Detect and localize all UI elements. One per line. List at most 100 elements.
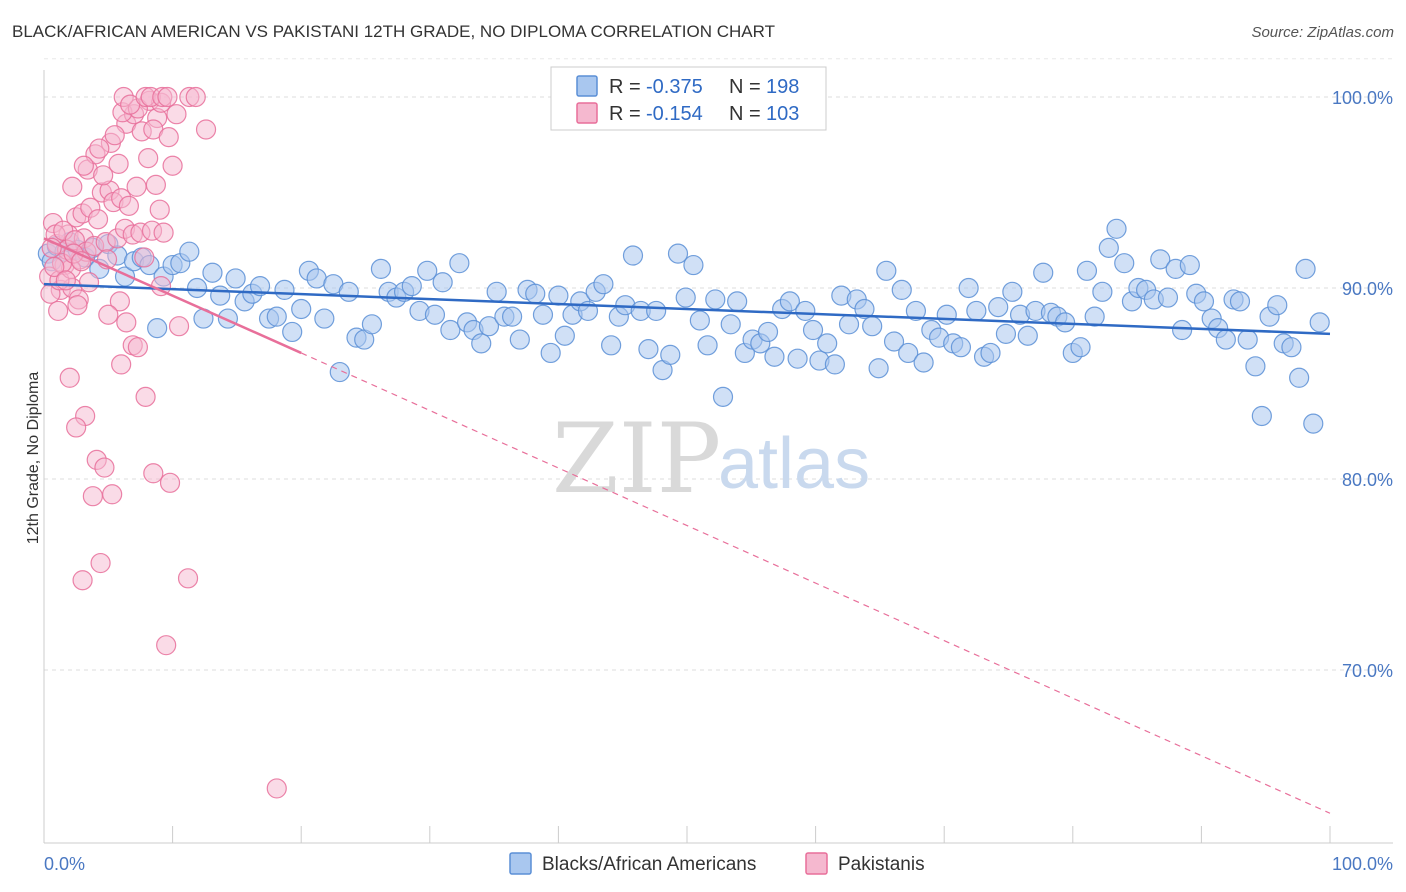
- gridlines: [44, 58, 1393, 671]
- blacks-point-36: [314, 308, 335, 329]
- blacks-point-32: [282, 321, 303, 343]
- blacks-point-138: [1084, 306, 1105, 327]
- pakistanis-point-94: [266, 778, 287, 799]
- blacks-point-153: [1193, 291, 1215, 312]
- legend-r-value-blue: -0.375: [646, 76, 703, 98]
- blacks-point-72: [593, 274, 614, 295]
- pakistanis-point-92: [72, 570, 93, 591]
- blacks-point-120: [950, 337, 972, 358]
- blacks-point-103: [824, 354, 845, 375]
- pakistanis-point-52: [89, 138, 110, 159]
- blacks-point-95: [764, 346, 785, 367]
- pakistanis-point-88: [82, 486, 103, 507]
- legend-swatch-pink: [576, 102, 598, 124]
- blacks-point-73: [601, 335, 622, 356]
- blacks-point-109: [868, 358, 889, 379]
- legend-r-value-pink: -0.154: [646, 103, 703, 125]
- blacks-point-23: [210, 285, 231, 306]
- pakistanis-point-85: [168, 316, 190, 337]
- bottom-legend-swatch-blue: [509, 852, 532, 875]
- blacks-point-57: [478, 316, 500, 337]
- blacks-point-82: [667, 243, 689, 264]
- blacks-point-111: [883, 331, 905, 352]
- blacks-point-33: [291, 298, 312, 320]
- pakistanis-point-89: [90, 552, 111, 574]
- legend-n-label-pink: N =: [729, 103, 761, 125]
- blacks-point-158: [1229, 291, 1251, 312]
- trend-lines: [43, 237, 1331, 814]
- series-pakistanis-points: [39, 86, 287, 799]
- y-axis-label: 12th Grade, No Diploma: [25, 372, 42, 545]
- blacks-point-150: [1172, 319, 1193, 341]
- blacks-point-63: [525, 283, 546, 304]
- blacks-point-94: [757, 321, 779, 343]
- pakistanis-point-65: [157, 86, 178, 108]
- blacks-point-151: [1179, 254, 1200, 276]
- pakistanis-point-90: [98, 304, 119, 325]
- blacks-point-64: [532, 304, 554, 325]
- watermark-zip: ZIP: [552, 403, 721, 515]
- blacks-point-85: [689, 310, 710, 331]
- blacks-point-20: [186, 277, 208, 299]
- pakistanis-point-81: [135, 386, 156, 407]
- pakistanis-point-82: [143, 463, 164, 484]
- pakistanis-point-32: [126, 176, 147, 197]
- blacks-point-136: [1070, 337, 1091, 358]
- blacks-point-142: [1114, 253, 1135, 274]
- blacks-point-53: [449, 253, 470, 274]
- legend-r-label-blue: R =: [609, 76, 641, 98]
- blacks-point-139: [1092, 281, 1113, 302]
- pakistanis-point-42: [93, 165, 114, 186]
- blacks-point-159: [1237, 329, 1258, 350]
- legend-n-value-pink: 103: [766, 103, 799, 125]
- blacks-point-35: [306, 268, 327, 289]
- blacks-point-50: [424, 304, 446, 325]
- blacks-point-163: [1267, 295, 1288, 316]
- pakistanis-point-76: [102, 484, 123, 505]
- blacks-point-126: [995, 323, 1017, 344]
- pakistanis-point-39: [153, 222, 174, 243]
- legend-n-label-blue: N =: [729, 76, 761, 98]
- pakistanis-point-87: [66, 417, 87, 438]
- blacks-point-131: [1033, 262, 1054, 283]
- series-legend: Blacks/African Americans Pakistanis: [509, 852, 925, 875]
- y-tick-label-3: 70.0%: [1342, 661, 1393, 681]
- y-tick-labels: 100.0% 90.0% 80.0% 70.0%: [1332, 88, 1393, 681]
- pakistanis-point-22: [87, 209, 109, 230]
- blacks-point-47: [401, 275, 422, 297]
- blacks-point-118: [936, 304, 957, 325]
- pakistanis-point-80: [127, 337, 148, 358]
- pakistanis-point-68: [195, 119, 217, 140]
- blacks-point-89: [720, 314, 741, 335]
- pakistanis-point-75: [94, 457, 115, 478]
- pakistanis-point-59: [166, 104, 187, 125]
- blacks-point-65: [540, 342, 561, 364]
- pakistanis-point-77: [109, 291, 130, 312]
- legend-n-value-blue: 198: [766, 76, 799, 98]
- blacks-point-90: [727, 291, 748, 312]
- pakistanis-point-44: [108, 153, 129, 174]
- pakistanis-point-51: [73, 155, 94, 176]
- blacks-point-140: [1098, 237, 1119, 258]
- blacks-point-168: [1303, 413, 1324, 434]
- y-tick-label-1: 90.0%: [1342, 279, 1393, 299]
- blacks-point-107: [854, 298, 875, 320]
- blacks-point-39: [338, 281, 359, 302]
- blacks-point-137: [1076, 260, 1098, 281]
- blacks-point-160: [1245, 356, 1266, 377]
- blacks-point-110: [876, 260, 897, 281]
- blacks-point-15: [147, 318, 168, 339]
- blacks-point-114: [905, 300, 927, 322]
- blacks-point-84: [683, 254, 704, 276]
- blacks-point-99: [795, 300, 816, 322]
- blacks-point-156: [1215, 329, 1236, 350]
- pakistanis-point-69: [162, 155, 183, 176]
- blacks-point-67: [554, 325, 575, 346]
- blacks-point-25: [225, 268, 246, 289]
- blacks-point-108: [862, 316, 883, 337]
- pakistanis-point-93: [156, 635, 177, 656]
- legend-r-label-pink: R =: [609, 103, 641, 125]
- x-tick-label-max: 100.0%: [1332, 854, 1393, 874]
- pakistanis-point-53: [104, 125, 125, 146]
- blacks-point-81: [660, 344, 681, 365]
